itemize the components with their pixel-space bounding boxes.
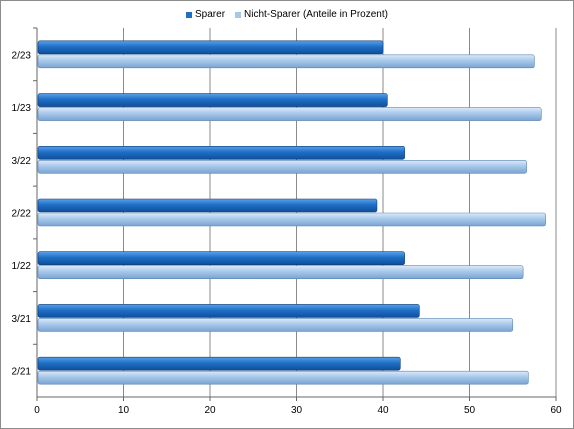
x-tick-label: 0 <box>34 405 40 416</box>
y-tick-label: 3/21 <box>12 314 32 325</box>
bar-sparer <box>37 93 388 107</box>
x-tick-label: 50 <box>464 405 476 416</box>
legend-label-sparer: Sparer <box>195 9 226 20</box>
bar-nicht-sparer <box>37 159 527 174</box>
x-tick-label: 10 <box>118 405 130 416</box>
bar-nicht-sparer <box>37 212 546 227</box>
bar-sparer <box>37 251 405 266</box>
y-tick-label: 2/21 <box>12 367 32 378</box>
x-tick-label: 40 <box>377 405 389 416</box>
bar-nicht-sparer <box>37 107 542 121</box>
y-tick-label: 2/23 <box>12 50 32 61</box>
y-tick-label: 1/23 <box>12 103 32 114</box>
legend-label-nicht-sparer: Nicht-Sparer (Anteile in Prozent) <box>244 9 388 20</box>
legend-swatch-nicht-sparer <box>235 11 242 18</box>
y-tick-label: 3/22 <box>12 156 32 167</box>
bar-sparer <box>37 356 401 371</box>
bar-sparer <box>37 304 420 318</box>
bar-nicht-sparer <box>37 318 514 332</box>
legend-item-nicht-sparer: Nicht-Sparer (Anteile in Prozent) <box>235 9 388 20</box>
bar-sparer <box>37 40 384 55</box>
legend-swatch-sparer <box>186 11 193 18</box>
bar-nicht-sparer <box>37 265 524 280</box>
y-tick-label: 1/22 <box>12 261 32 272</box>
legend-item-sparer: Sparer <box>186 9 225 20</box>
y-tick-label: 2/22 <box>12 209 32 220</box>
x-tick-label: 30 <box>291 405 303 416</box>
bar-sparer <box>37 145 405 160</box>
chart-legend: Sparer Nicht-Sparer (Anteile in Prozent) <box>0 9 574 20</box>
bar-nicht-sparer <box>37 54 535 69</box>
bar-sparer <box>37 198 378 213</box>
x-tick-label: 20 <box>204 405 216 416</box>
bar-nicht-sparer <box>37 370 529 385</box>
x-tick-label: 60 <box>550 405 562 416</box>
